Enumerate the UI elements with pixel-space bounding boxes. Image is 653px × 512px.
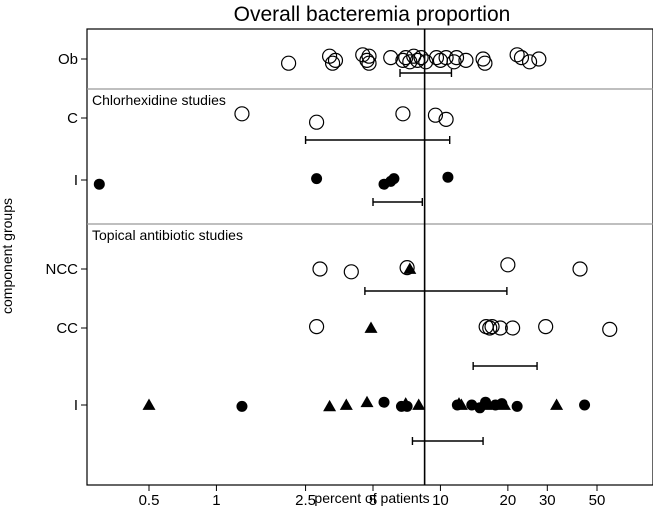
x-axis-title: percent of patients [314,490,429,506]
point-0-2 [327,52,344,69]
point-0-14 [413,49,429,66]
point-0-6 [359,52,375,69]
plot-frame [86,28,653,486]
summary-ci-5 [411,437,484,445]
point-5-2 [323,399,337,412]
point-5-20 [511,400,523,412]
point-2-5 [442,171,454,183]
point-5-9 [412,398,426,410]
point-5-16 [479,398,493,410]
point-4-5 [492,320,508,336]
point-2-0 [93,178,105,190]
chart-title: Overall bacteremia proportion [234,3,511,26]
point-3-3 [403,262,417,274]
point-0-24 [509,47,525,63]
point-0-16 [428,49,445,66]
point-0-26 [521,54,538,70]
point-5-12 [452,397,466,409]
summary-ci-0 [399,69,453,77]
point-5-4 [360,395,374,408]
y-axis: Ob C I NCC CC I [46,51,87,414]
point-0-27 [531,51,547,67]
point-0-11 [402,54,418,70]
point-2-1 [311,173,323,185]
y-label-c-1: C [67,110,78,127]
point-0-20 [448,49,465,66]
point-1-0 [234,106,250,122]
y-axis-title: component groups [0,198,15,314]
point-0-15 [418,54,434,70]
point-5-3 [339,398,353,410]
point-1-2 [395,106,411,122]
point-0-10 [398,49,414,66]
point-5-1 [236,400,248,412]
point-0-0 [281,55,297,71]
section-label-chlorhexidine: Chlorhexidine studies [92,92,226,108]
point-0-18 [438,49,454,66]
summary-ci-1 [304,136,451,144]
point-5-0 [142,398,156,410]
point-0-8 [383,49,399,66]
point-3-0 [312,261,328,277]
y-label-ob-0: Ob [58,51,78,68]
y-label-ncc-3: NCC [46,261,79,278]
point-5-19 [497,398,511,410]
point-0-13 [409,52,426,69]
x-tick-label-0: 0.5 [139,492,160,509]
point-4-6 [505,320,521,336]
x-tick-label-7: 50 [589,492,606,509]
point-0-19 [446,54,462,70]
point-3-2 [399,260,415,276]
y-label-i-5: I [74,397,78,414]
point-1-4 [438,111,454,128]
point-4-1 [364,321,378,333]
point-1-1 [308,114,325,130]
point-5-8 [401,400,413,412]
y-label-cc-4: CC [56,320,78,337]
section-label-topical: Topical antibiotic studies [92,227,243,243]
point-0-7 [361,55,377,71]
point-5-22 [579,399,591,411]
point-4-3 [482,320,498,336]
point-1-3 [427,107,444,123]
point-3-5 [572,261,588,277]
point-0-21 [458,52,474,69]
summary-ci-4 [472,362,538,370]
point-0-25 [513,49,530,66]
point-4-4 [484,319,500,335]
y-label-i-2: I [74,172,78,189]
x-tick-label-2: 2.5 [295,492,316,509]
point-4-7 [538,319,554,335]
point-4-8 [602,321,618,337]
point-2-4 [388,173,400,185]
x-tick-label-3: 5 [369,492,377,509]
section-labels: Chlorhexidine studies Topical antibiotic … [92,92,243,243]
point-0-3 [324,55,341,71]
summary-intervals [304,69,538,445]
summary-ci-2 [372,198,424,206]
point-5-5 [378,396,390,408]
data-points [93,47,618,414]
point-0-17 [432,52,449,69]
point-3-4 [500,257,516,273]
x-tick-label-4: 10 [432,492,449,509]
summary-ci-3 [364,287,508,295]
section-separators [87,88,653,225]
point-5-21 [550,398,564,410]
x-tick-label-6: 30 [539,492,556,509]
point-0-23 [477,55,493,71]
x-tick-label-5: 20 [500,492,517,509]
x-axis: 0.5 1 2.5 5 10 20 30 50 [139,485,606,509]
point-4-0 [308,319,325,335]
point-3-1 [343,264,359,280]
x-tick-label-1: 1 [212,492,220,509]
